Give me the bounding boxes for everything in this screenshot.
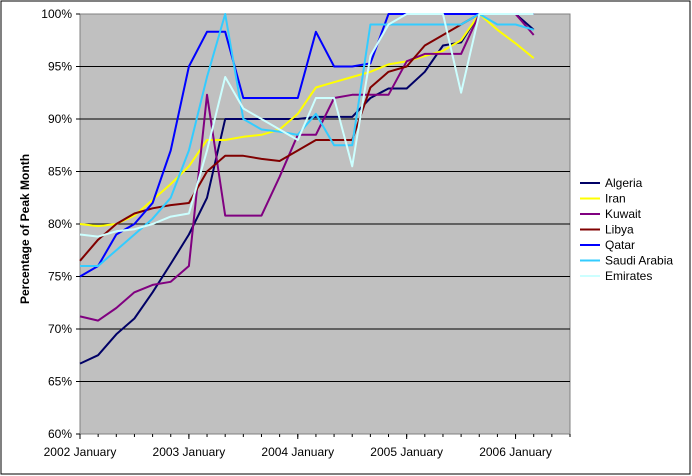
legend-label-algeria: Algeria — [605, 176, 643, 190]
y-tick-label: 70% — [48, 322, 72, 336]
y-tick-label: 65% — [48, 375, 72, 389]
x-tick-label: 2004 January — [261, 445, 334, 459]
x-tick-label: 2006 January — [479, 445, 552, 459]
y-tick-label: 100% — [41, 7, 72, 21]
y-tick-label: 60% — [48, 427, 72, 441]
series-line-qatar — [79, 13, 534, 278]
x-tick-label: 2002 January — [44, 445, 117, 459]
y-tick-label: 90% — [48, 112, 72, 126]
series-line-emirates — [79, 13, 534, 238]
series-line-saudi-arabia — [80, 13, 534, 267]
series-line-libya — [79, 13, 534, 262]
series-line-kuwait — [79, 13, 535, 322]
legend-label-libya: Libya — [605, 223, 634, 237]
y-tick-label: 85% — [48, 165, 72, 179]
gridlines — [80, 66, 570, 382]
legend-label-saudi-arabia: Saudi Arabia — [605, 254, 673, 268]
y-tick-label: 75% — [48, 270, 72, 284]
legend-label-iran: Iran — [605, 192, 626, 206]
y-tick-label: 95% — [48, 60, 72, 74]
legend-label-qatar: Qatar — [605, 238, 635, 252]
x-tick-label: 2003 January — [153, 445, 226, 459]
x-tick-label: 2005 January — [370, 445, 443, 459]
legend-label-emirates: Emirates — [605, 269, 652, 283]
legend-label-kuwait: Kuwait — [605, 207, 642, 221]
y-axis-title: Percentage of Peak Month — [18, 154, 32, 304]
series-lines — [79, 13, 535, 365]
x-axis-ticks: 2002 January 2003 January 2004 January 2005… — [44, 434, 571, 459]
y-axis-ticks: 60% 65% 70% 75% 80% 85% 90% 95% 100% — [41, 7, 80, 441]
y-tick-label: 80% — [48, 217, 72, 231]
